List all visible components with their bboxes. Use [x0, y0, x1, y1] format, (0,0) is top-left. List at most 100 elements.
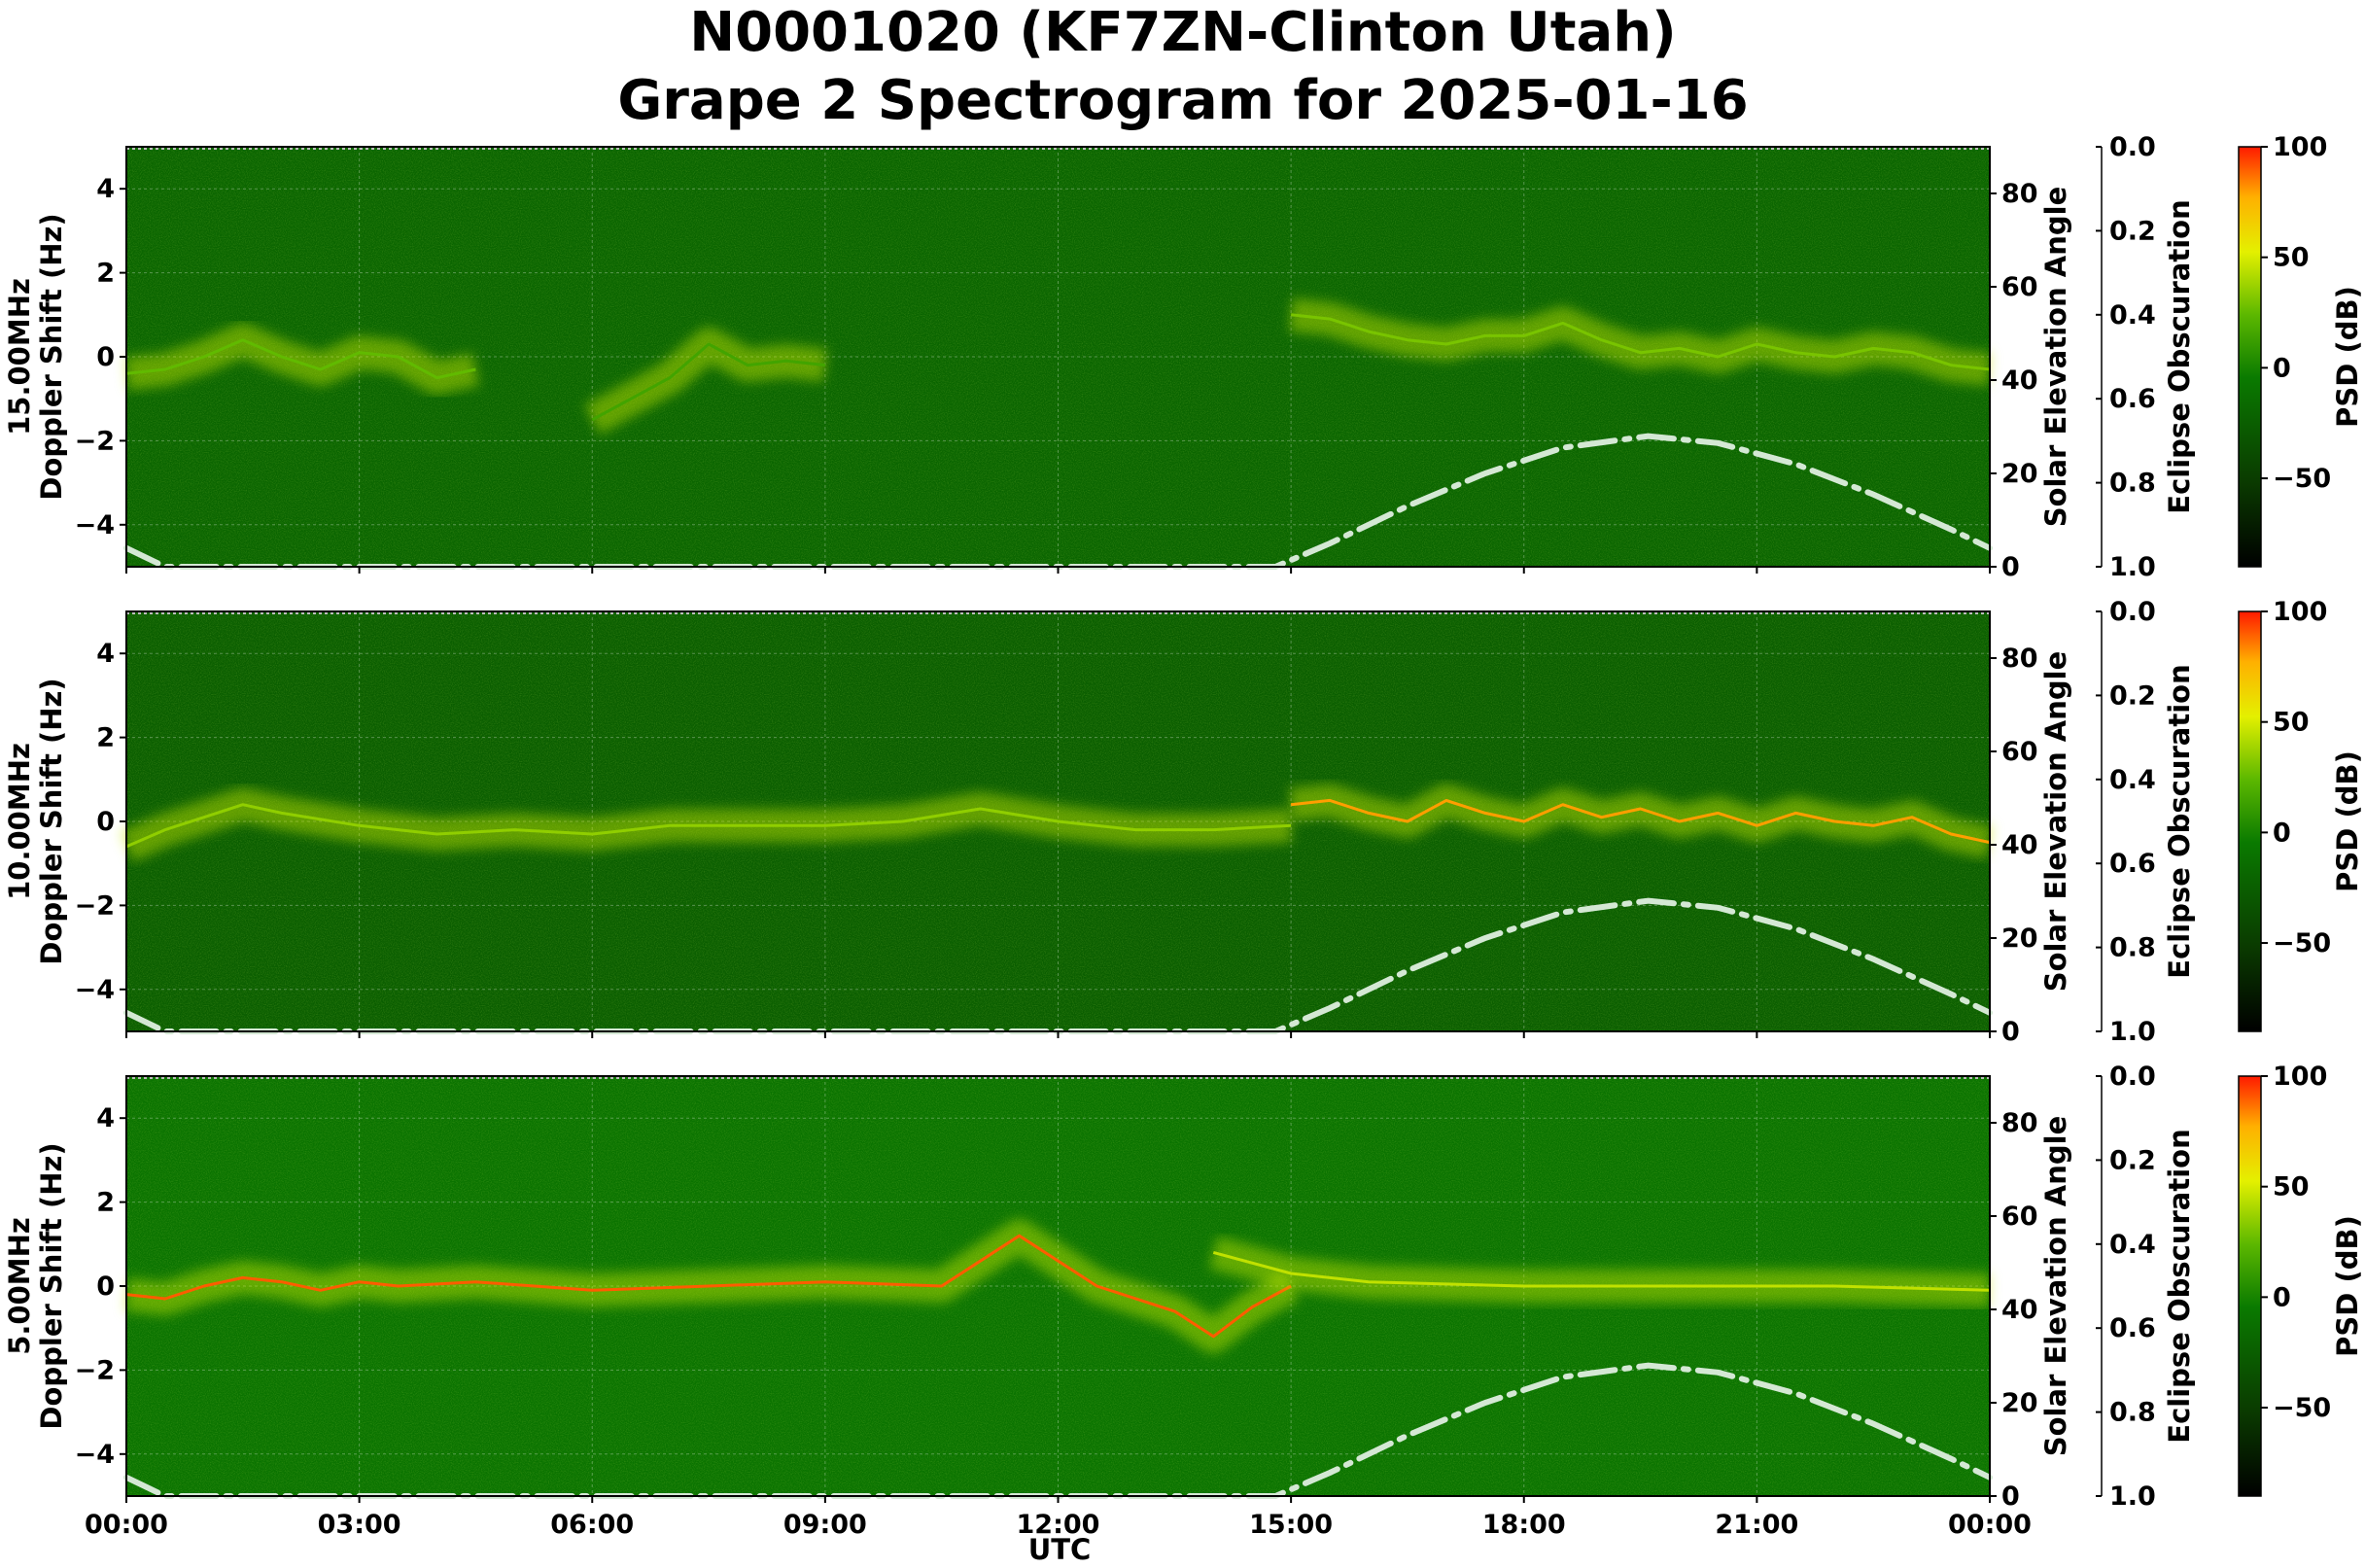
psd-tick-label: 50 — [2273, 243, 2310, 273]
figure-title: N0001020 (KF7ZN-Clinton Utah) Grape 2 Sp… — [617, 1, 1748, 132]
eclipse-tick-label: 0.2 — [2109, 680, 2156, 711]
panel-5mhz: 420−2−45.00MHz Doppler Shift (Hz)80604020… — [3, 1062, 2364, 1540]
doppler-axis-label: Doppler Shift (Hz) — [35, 678, 68, 964]
colorbar-label: PSD (dB) — [2331, 286, 2364, 428]
x-axis-label: UTC — [1028, 1533, 1092, 1566]
psd-tick-label: −50 — [2273, 1393, 2331, 1423]
solar-tick-label: 80 — [2001, 1108, 2038, 1138]
solar-tick-label: 0 — [2001, 1481, 2020, 1512]
trace-mid-morning — [591, 342, 826, 422]
doppler-tick-label: 0 — [96, 342, 115, 372]
eclipse-tick-label: 0.4 — [2109, 300, 2156, 331]
frequency-label: 10.00MHz — [3, 743, 36, 900]
time-tick-label: 12:00 — [1017, 1510, 1100, 1540]
psd-colorbar — [2238, 146, 2262, 568]
doppler-tick-label: 4 — [96, 174, 115, 204]
title-line-1: N0001020 (KF7ZN-Clinton Utah) — [689, 1, 1677, 64]
solar-tick-label: 80 — [2001, 644, 2038, 674]
solar-axis-label: Solar Elevation Angle — [2039, 1116, 2072, 1457]
time-tick-label: 15:00 — [1249, 1510, 1333, 1540]
solar-tick-label: 60 — [2001, 272, 2038, 302]
psd-tick-label: 0 — [2273, 1282, 2291, 1312]
colorbar-label: PSD (dB) — [2331, 750, 2364, 892]
doppler-tick-label: 0 — [96, 807, 115, 837]
doppler-tick-label: 0 — [96, 1272, 115, 1302]
psd-tick-label: 100 — [2273, 132, 2327, 162]
eclipse-tick-label: 0.8 — [2109, 1398, 2156, 1428]
doppler-tick-label: −2 — [75, 426, 115, 456]
time-tick-label: 09:00 — [783, 1510, 867, 1540]
panel-10mhz: 420−2−410.00MHz Doppler Shift (Hz)8060402… — [3, 597, 2364, 1047]
eclipse-axis-label: Eclipse Obscuration — [2163, 664, 2196, 978]
eclipse-tick-label: 1.0 — [2109, 552, 2156, 582]
eclipse-tick-label: 0.6 — [2109, 849, 2156, 879]
doppler-tick-label: 4 — [96, 1103, 115, 1133]
panel-15mhz: 420−2−415.00MHz Doppler Shift (Hz)8060402… — [3, 132, 2364, 582]
solar-tick-label: 20 — [2001, 923, 2038, 954]
solar-tick-label: 20 — [2001, 459, 2038, 489]
psd-colorbar — [2238, 1075, 2262, 1497]
doppler-tick-label: −2 — [75, 1355, 115, 1385]
psd-tick-label: −50 — [2273, 464, 2331, 494]
title-line-2: Grape 2 Spectrogram for 2025-01-16 — [617, 69, 1748, 132]
solar-tick-label: 60 — [2001, 1202, 2038, 1232]
trace-day — [1212, 1250, 1991, 1292]
doppler-axis-label: Doppler Shift (Hz) — [35, 213, 68, 500]
doppler-tick-label: −4 — [75, 975, 115, 1005]
eclipse-tick-label: 0.6 — [2109, 1313, 2156, 1343]
trace-early-morning — [125, 338, 476, 380]
doppler-tick-label: 2 — [96, 723, 115, 753]
psd-tick-label: 0 — [2273, 818, 2291, 848]
trace-night — [125, 803, 1292, 849]
eclipse-tick-label: 0.0 — [2109, 1062, 2156, 1092]
time-tick-label: 03:00 — [318, 1510, 401, 1540]
solar-axis-label: Solar Elevation Angle — [2039, 651, 2072, 993]
eclipse-tick-label: 1.0 — [2109, 1017, 2156, 1047]
eclipse-tick-label: 0.0 — [2109, 597, 2156, 627]
doppler-tick-label: 2 — [96, 1188, 115, 1218]
solar-tick-label: 40 — [2001, 366, 2038, 396]
psd-tick-label: 100 — [2273, 597, 2327, 627]
time-tick-label: 00:00 — [85, 1510, 168, 1540]
colorbar-label: PSD (dB) — [2331, 1215, 2364, 1357]
frequency-label: 5.00MHz — [3, 1217, 36, 1355]
frequency-label: 15.00MHz — [3, 278, 36, 436]
trace-afternoon — [1290, 313, 1991, 371]
solar-tick-label: 0 — [2001, 1017, 2020, 1047]
psd-tick-label: 0 — [2273, 353, 2291, 383]
time-tick-label: 00:00 — [1948, 1510, 2032, 1540]
doppler-axis-label: Doppler Shift (Hz) — [35, 1142, 68, 1429]
solar-tick-label: 40 — [2001, 1295, 2038, 1325]
eclipse-tick-label: 0.2 — [2109, 1145, 2156, 1175]
solar-tick-label: 0 — [2001, 552, 2020, 582]
solar-tick-label: 80 — [2001, 179, 2038, 209]
eclipse-tick-label: 0.8 — [2109, 469, 2156, 499]
trace-day — [1290, 798, 1991, 845]
eclipse-tick-label: 0.8 — [2109, 933, 2156, 963]
eclipse-tick-label: 0.6 — [2109, 384, 2156, 414]
eclipse-tick-label: 0.2 — [2109, 216, 2156, 246]
doppler-tick-label: 4 — [96, 639, 115, 669]
eclipse-tick-label: 0.0 — [2109, 132, 2156, 162]
time-tick-label: 06:00 — [550, 1510, 634, 1540]
doppler-tick-label: −4 — [75, 1440, 115, 1470]
trace-night — [125, 1234, 1292, 1339]
solar-tick-label: 40 — [2001, 830, 2038, 860]
doppler-tick-label: 2 — [96, 259, 115, 289]
solar-tick-label: 60 — [2001, 737, 2038, 767]
psd-tick-label: 50 — [2273, 708, 2310, 738]
doppler-tick-label: −2 — [75, 890, 115, 921]
doppler-tick-label: −4 — [75, 510, 115, 540]
psd-colorbar — [2238, 610, 2262, 1032]
eclipse-tick-label: 1.0 — [2109, 1481, 2156, 1512]
time-tick-label: 21:00 — [1715, 1510, 1798, 1540]
psd-tick-label: 50 — [2273, 1172, 2310, 1202]
psd-tick-label: −50 — [2273, 928, 2331, 958]
eclipse-tick-label: 0.4 — [2109, 1230, 2156, 1260]
time-tick-label: 18:00 — [1482, 1510, 1566, 1540]
psd-tick-label: 100 — [2273, 1062, 2327, 1092]
solar-axis-label: Solar Elevation Angle — [2039, 187, 2072, 528]
eclipse-axis-label: Eclipse Obscuration — [2163, 1129, 2196, 1443]
eclipse-tick-label: 0.4 — [2109, 765, 2156, 795]
